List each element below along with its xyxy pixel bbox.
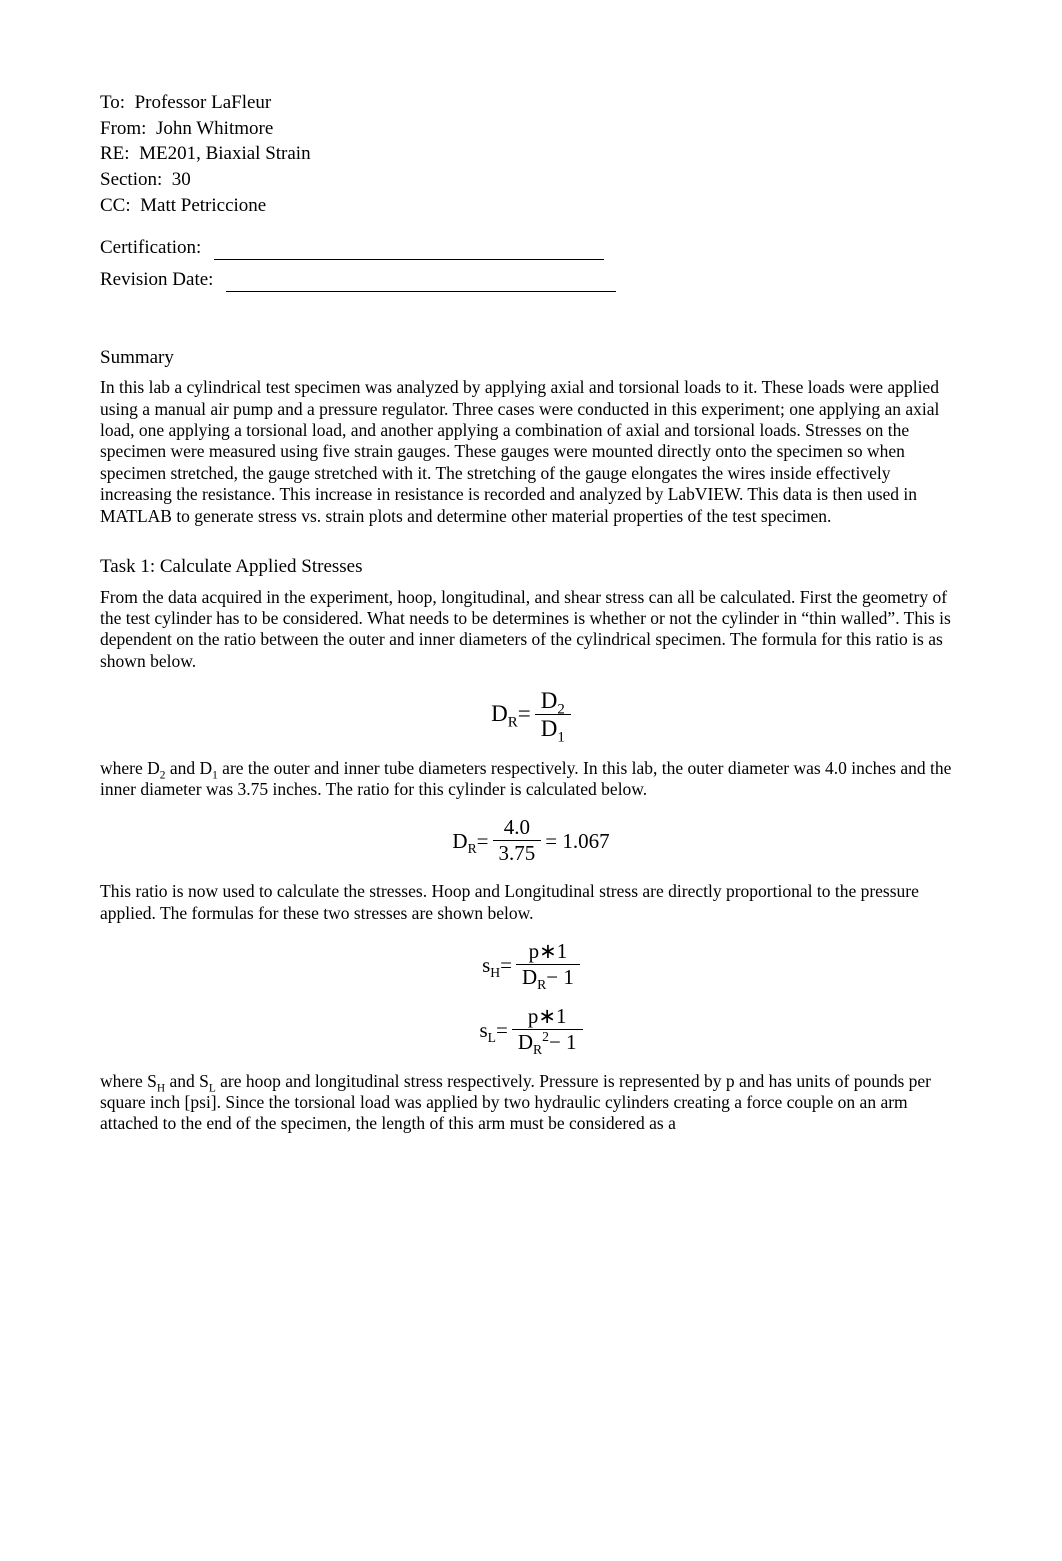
certification-line: Certification: [100, 236, 962, 260]
eq2-denominator: 3.75 [493, 841, 542, 865]
cc-value: Matt Petriccione [140, 195, 266, 216]
document-page: To: Professor LaFleur From: John Whitmor… [0, 0, 1062, 1205]
eq4-denominator: DR2− 1 [512, 1030, 583, 1054]
task1-heading: Task 1: Calculate Applied Stresses [100, 555, 962, 579]
eq1-numerator: D2 [535, 688, 571, 715]
equation-ratio-definition: DR= D2 D1 [100, 688, 962, 742]
from-value: John Whitmore [156, 118, 273, 139]
cc-label: CC: [100, 195, 131, 216]
task1-para3: This ratio is now used to calculate the … [100, 881, 962, 924]
equation-ratio-numeric: DR= 4.0 3.75 = 1.067 [100, 816, 962, 865]
eq1-lhs: DR= [491, 700, 531, 729]
to-value: Professor LaFleur [135, 92, 272, 113]
section-line: Section: 30 [100, 167, 962, 193]
re-label: RE: [100, 143, 130, 164]
eq1-denominator: D1 [535, 715, 571, 741]
revision-label: Revision Date: [100, 269, 213, 290]
section-label: Section: [100, 169, 162, 190]
revision-blank [226, 272, 616, 292]
cc-line: CC: Matt Petriccione [100, 193, 962, 219]
eq1-fraction: D2 D1 [535, 688, 571, 742]
eq4-lhs: sL= [479, 1017, 507, 1043]
eq3-fraction: p∗1 DR− 1 [516, 940, 580, 989]
task1-para4: where SH and SL are hoop and longitudina… [100, 1071, 962, 1135]
eq2-result-eq: = 1.067 [545, 828, 609, 854]
re-value: ME201, Biaxial Strain [139, 143, 311, 164]
summary-heading: Summary [100, 346, 962, 370]
eq2-lhs: DR= [452, 828, 488, 854]
from-label: From: [100, 118, 146, 139]
summary-body: In this lab a cylindrical test specimen … [100, 377, 962, 526]
equation-longitudinal-stress: sL= p∗1 DR2− 1 [100, 1005, 962, 1054]
certification-blank [214, 240, 604, 260]
from-line: From: John Whitmore [100, 116, 962, 142]
task1-para2: where D2 and D1 are the outer and inner … [100, 758, 962, 801]
certification-label: Certification: [100, 237, 201, 258]
eq2-numerator: 4.0 [493, 816, 542, 841]
to-line: To: Professor LaFleur [100, 90, 962, 116]
revision-line: Revision Date: [100, 268, 962, 292]
eq3-numerator: p∗1 [516, 940, 580, 965]
task1-para1: From the data acquired in the experiment… [100, 587, 962, 672]
to-label: To: [100, 92, 125, 113]
eq4-numerator: p∗1 [512, 1005, 583, 1030]
section-value: 30 [172, 169, 191, 190]
eq3-denominator: DR− 1 [516, 965, 580, 989]
equation-hoop-stress: sH= p∗1 DR− 1 [100, 940, 962, 989]
eq4-fraction: p∗1 DR2− 1 [512, 1005, 583, 1054]
eq2-fraction: 4.0 3.75 [493, 816, 542, 865]
eq3-lhs: sH= [482, 952, 512, 978]
re-line: RE: ME201, Biaxial Strain [100, 141, 962, 167]
